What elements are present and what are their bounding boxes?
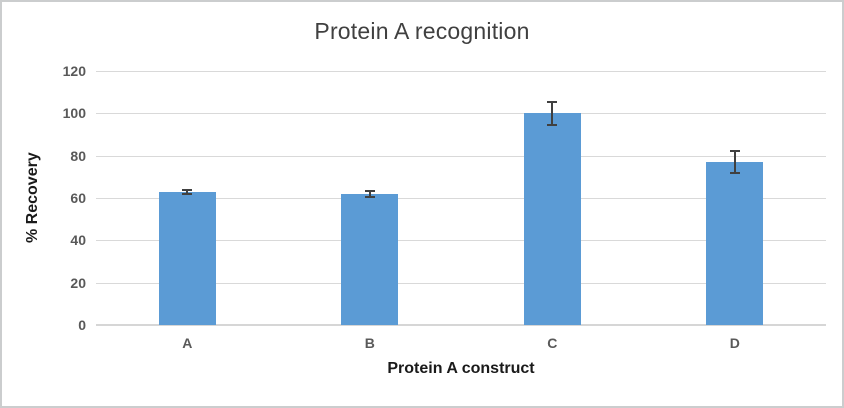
gridline	[96, 71, 826, 72]
x-tick-label: C	[547, 335, 558, 351]
y-tick-label: 20	[70, 274, 86, 291]
x-tick-label: A	[182, 335, 193, 351]
error-bar-cap-top	[547, 100, 558, 103]
error-bar-cap-bottom	[364, 195, 375, 198]
chart-title: Protein A recognition	[314, 18, 530, 44]
error-bar-cap-bottom	[729, 171, 740, 174]
gridline	[96, 155, 826, 157]
y-tick-label: 120	[62, 63, 86, 79]
error-bar-cap-bottom	[182, 192, 193, 195]
error-bar	[733, 151, 736, 173]
error-bar	[368, 190, 371, 197]
y-tick-label: 0	[78, 317, 86, 333]
gridline	[96, 282, 826, 284]
error-bar-cap-top	[182, 188, 193, 191]
x-tick-label: B	[364, 335, 375, 351]
bar	[523, 113, 581, 325]
bar	[158, 191, 216, 325]
x-axis-title: Protein A construct	[387, 360, 535, 377]
y-tick-label: 60	[70, 190, 86, 206]
error-bar	[186, 189, 189, 194]
error-bar	[551, 101, 554, 125]
y-tick-label: 80	[70, 147, 86, 164]
bar	[341, 193, 399, 325]
bar	[706, 162, 764, 325]
error-bar-cap-top	[364, 189, 375, 192]
gridline	[96, 240, 826, 242]
error-bar-cap-top	[729, 150, 740, 153]
error-bar-cap-bottom	[547, 123, 558, 126]
y-tick-label: 40	[70, 232, 86, 249]
gridline	[96, 113, 826, 115]
gridline	[96, 198, 826, 199]
y-tick-label: 100	[62, 105, 86, 122]
x-tick-label: D	[729, 335, 740, 351]
x-axis-line	[96, 324, 826, 326]
